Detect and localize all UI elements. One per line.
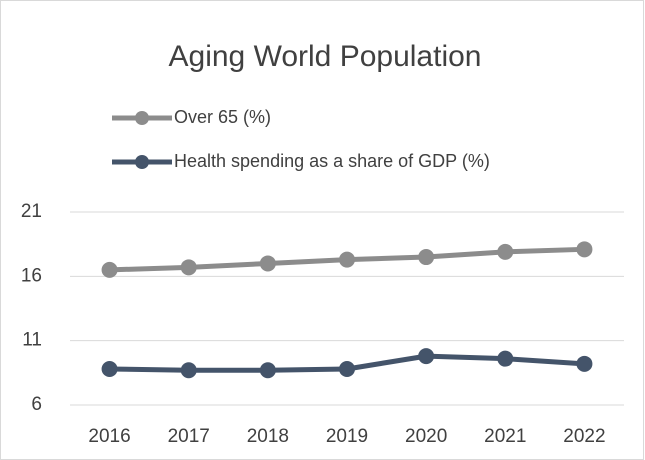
- x-tick-label: 2022: [563, 426, 605, 447]
- x-tick-label: 2017: [168, 426, 210, 447]
- y-tick-label: 11: [22, 330, 42, 351]
- data-point: [259, 362, 276, 379]
- x-tick-label: 2018: [247, 426, 289, 447]
- data-point: [418, 249, 435, 266]
- data-point: [576, 241, 593, 258]
- y-tick-label: 6: [31, 394, 42, 415]
- data-point: [101, 360, 118, 377]
- x-tick-label: 2020: [405, 426, 447, 447]
- y-tick-label: 21: [21, 201, 42, 222]
- data-point: [497, 243, 514, 260]
- data-point: [339, 251, 355, 268]
- data-point: [339, 360, 355, 377]
- data-point: [101, 261, 118, 278]
- legend-marker: [135, 111, 149, 125]
- legend-marker: [135, 155, 149, 169]
- data-point: [180, 362, 197, 379]
- data-point: [576, 355, 593, 372]
- data-point: [497, 350, 514, 367]
- y-tick-label: 16: [21, 265, 42, 286]
- x-tick-label: 2019: [326, 426, 368, 447]
- x-tick-label: 2016: [88, 426, 130, 447]
- data-point: [418, 348, 435, 365]
- chart-title: Aging World Population: [169, 40, 482, 73]
- data-point: [180, 259, 197, 276]
- legend-label: Health spending as a share of GDP (%): [174, 151, 490, 171]
- x-tick-label: 2021: [484, 426, 526, 447]
- data-point: [259, 255, 276, 272]
- legend-label: Over 65 (%): [174, 107, 271, 127]
